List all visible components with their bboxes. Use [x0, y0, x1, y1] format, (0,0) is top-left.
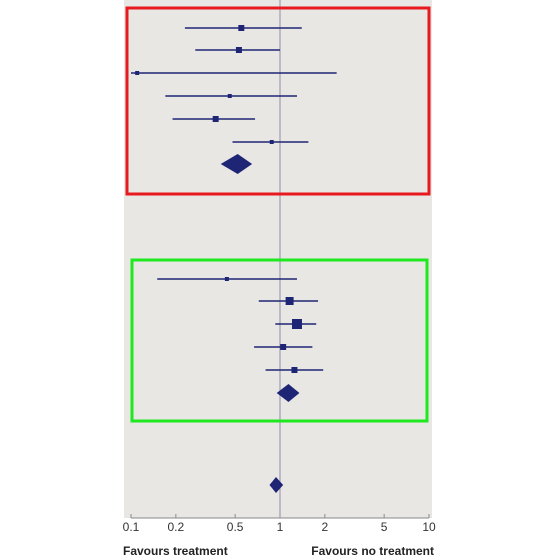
x-tick-label: 0.1	[123, 520, 140, 534]
favours-treatment-label: Favours treatment	[123, 544, 228, 558]
study-point	[291, 319, 302, 329]
study-estimates	[131, 25, 337, 493]
x-tick-label: 0.2	[168, 520, 185, 534]
group-box-red	[125, 6, 431, 196]
study-point	[235, 47, 242, 53]
study-point	[224, 277, 229, 281]
study-point	[238, 25, 245, 31]
study-point	[285, 297, 294, 305]
axis-labels: Favours treatment Favours no treatment	[123, 544, 434, 558]
study-point	[280, 344, 287, 350]
x-tick-label: 2	[322, 520, 329, 534]
x-tick-label: 0.5	[227, 520, 244, 534]
x-tick-label: 5	[381, 520, 388, 534]
x-tick-label: 10	[422, 520, 436, 534]
study-point	[291, 367, 298, 373]
favours-no-treatment-label: Favours no treatment	[311, 544, 434, 558]
x-tick-label: 1	[277, 520, 284, 534]
group-boxes	[125, 6, 431, 423]
overall-diamond	[269, 477, 284, 493]
study-point	[212, 116, 219, 122]
pooled-diamond	[220, 154, 253, 174]
study-point	[135, 71, 140, 75]
pooled-diamond	[276, 384, 300, 402]
study-point	[269, 140, 274, 144]
study-point	[227, 94, 232, 98]
group-box-green	[130, 258, 429, 423]
